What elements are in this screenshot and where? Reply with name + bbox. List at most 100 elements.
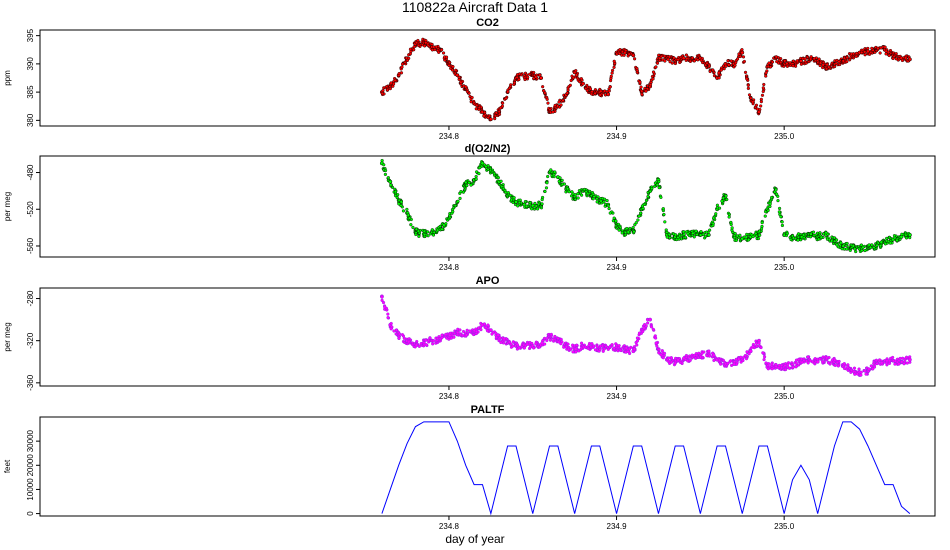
data-point [884,52,888,56]
data-point [405,58,410,63]
data-point [883,45,887,49]
data-point [614,219,618,223]
data-point [812,57,816,61]
data-point [717,71,721,75]
data-point [751,100,755,104]
data-point [606,204,611,208]
data-point [515,73,520,77]
data-point [672,56,676,60]
data-point [758,233,762,237]
data-point [673,61,677,66]
data-point [526,75,530,79]
data-point [380,158,384,163]
data-point [414,232,418,237]
data-point [669,360,674,364]
data-point [845,241,849,246]
data-point [651,70,656,74]
data-point [558,176,562,180]
data-point [533,201,537,206]
data-point [417,43,421,48]
data-point [606,347,610,351]
data-point [540,195,545,200]
data-point [682,230,686,234]
data-point [783,59,787,63]
data-point [885,236,889,241]
data-point [691,231,695,235]
data-point [523,199,527,204]
data-point [593,91,597,95]
data-point [643,322,647,327]
data-point [588,189,592,193]
data-point [676,358,680,362]
data-point [524,204,529,208]
data-point [760,93,765,97]
data-point [733,63,737,67]
data-point [545,181,549,185]
data-point [386,316,390,320]
data-point [586,346,590,351]
data-point [666,57,670,61]
panel-2: APO per meg -280 -320 -360 234.8 234.9 235.0 [3,275,936,401]
data-point [542,89,546,93]
data-point [457,75,461,79]
data-point [583,345,588,349]
data-point [411,225,415,230]
y-tick-label: -360 [26,374,35,391]
data-point [407,216,412,220]
data-point [712,358,716,363]
data-point [612,216,616,220]
data-point [632,230,636,234]
data-point [733,231,737,236]
data-point [475,170,479,174]
data-point [598,347,602,352]
data-point [610,71,614,75]
data-point [661,207,665,211]
data-point [779,215,783,219]
data-point [729,359,733,363]
data-point [819,235,823,239]
data-point [635,343,639,347]
data-point [744,235,748,239]
data-point [626,349,630,354]
x-axis-label: day of year [445,532,504,546]
data-point [668,236,672,240]
data-point [904,236,909,240]
data-point [627,347,632,351]
data-point [459,80,463,84]
data-point [654,65,658,69]
data-point [464,85,468,89]
data-point [542,336,547,340]
data-point [867,367,871,371]
data-point [661,356,665,360]
data-point [863,50,867,54]
data-point [808,359,813,363]
data-point [650,74,655,79]
data-point [635,336,640,340]
data-point [834,61,838,66]
data-point [785,231,789,236]
data-point [794,361,798,365]
data-point [860,50,864,55]
data-point [870,46,874,50]
data-point [833,358,837,362]
data-point [483,110,487,115]
data-point [430,228,434,232]
data-point [560,178,564,182]
panel-title: CO2 [476,17,499,29]
data-point [532,70,536,75]
data-point [655,344,659,348]
data-point [766,362,771,366]
data-point [590,90,594,94]
data-point [657,53,661,57]
data-point [774,188,778,192]
data-point [645,87,649,91]
data-point [686,232,690,236]
data-point [708,69,712,74]
data-point [738,233,742,237]
data-point [895,238,899,242]
data-point [492,172,496,176]
data-point [543,342,547,346]
x-tick-label: 234.8 [439,392,460,401]
data-point [785,64,789,68]
